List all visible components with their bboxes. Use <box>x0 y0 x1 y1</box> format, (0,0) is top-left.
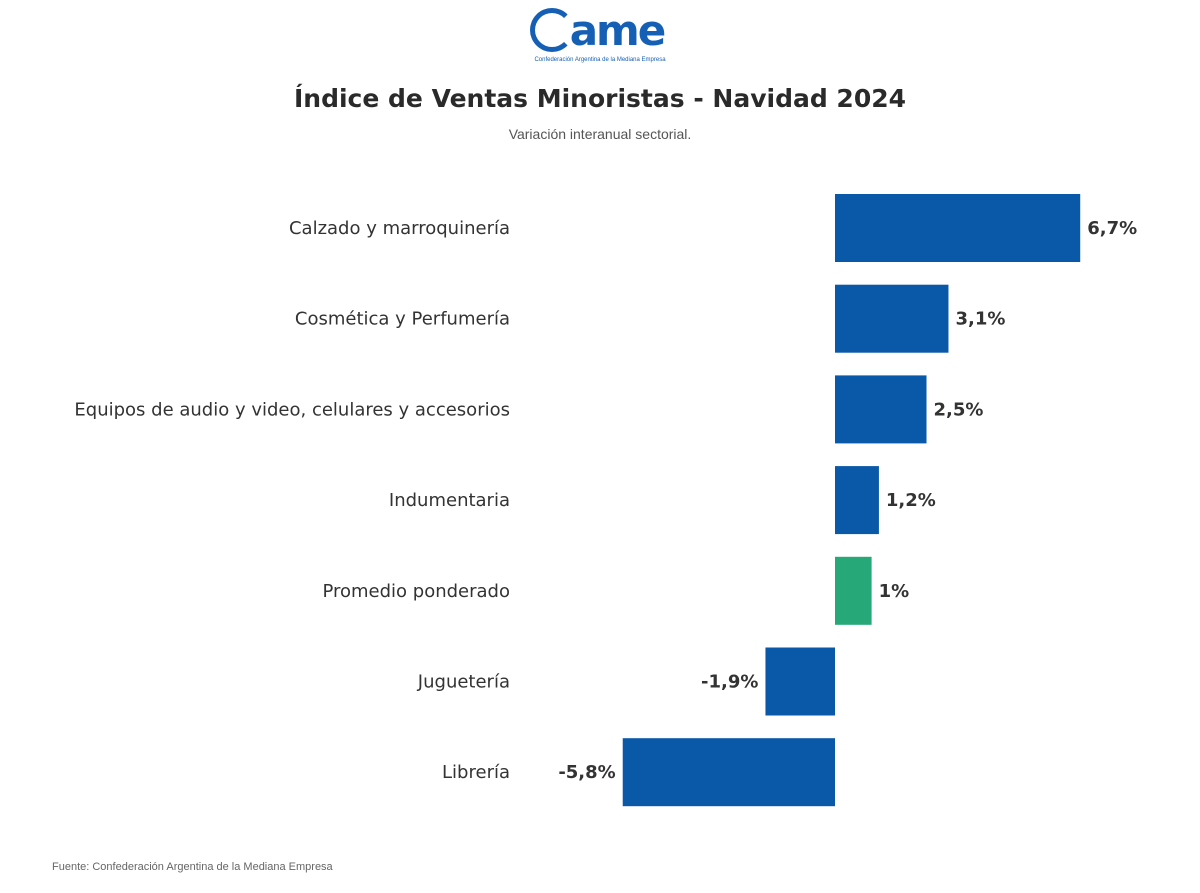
logo-subtitle: Confederación Argentina de la Mediana Em… <box>534 57 666 63</box>
logo-mark: ame <box>529 6 667 56</box>
data-label-promedio-ponderado: 1% <box>879 581 910 602</box>
bar-cosmetica-y-perfumeria <box>835 284 949 353</box>
data-label-cosmetica-y-perfumeria: 3,1% <box>955 309 1005 330</box>
category-label-equipos-de-audio-y-video-celulares-y-accesorios: Equipos de audio y video, celulares y ac… <box>74 399 510 420</box>
data-label-calzado-y-marroquineria: 6,7% <box>1087 218 1137 239</box>
bar-calzado-y-marroquineria <box>835 194 1081 262</box>
source-note: Fuente: Confederación Argentina de la Me… <box>52 861 333 873</box>
bar-promedio-ponderado <box>835 556 872 625</box>
category-label-indumentaria: Indumentaria <box>389 490 510 511</box>
chart-title: Índice de Ventas Minoristas - Navidad 20… <box>293 84 907 113</box>
bar-jugueteria <box>765 647 835 716</box>
bar-libreria <box>622 738 835 807</box>
category-label-calzado-y-marroquineria: Calzado y marroquinería <box>289 218 510 239</box>
bar-equipos-de-audio-y-video-celulares-y-accesorios <box>835 375 927 444</box>
category-label-cosmetica-y-perfumeria: Cosmética y Perfumería <box>295 309 510 330</box>
bar-indumentaria <box>835 466 879 535</box>
came-logo: ame Confederación Argentina de la Median… <box>0 6 1200 64</box>
data-label-equipos-de-audio-y-video-celulares-y-accesorios: 2,5% <box>934 399 984 420</box>
logo-text: ame <box>569 6 667 55</box>
category-label-jugueteria: Juguetería <box>417 672 510 693</box>
category-label-promedio-ponderado: Promedio ponderado <box>322 581 510 602</box>
data-label-jugueteria: -1,9% <box>701 672 758 693</box>
data-label-libreria: -5,8% <box>558 762 615 783</box>
category-label-libreria: Librería <box>442 762 510 783</box>
chart-subtitle: Variación interanual sectorial. <box>508 126 692 142</box>
logo-c-ring-icon <box>529 8 574 52</box>
data-label-indumentaria: 1,2% <box>886 490 936 511</box>
